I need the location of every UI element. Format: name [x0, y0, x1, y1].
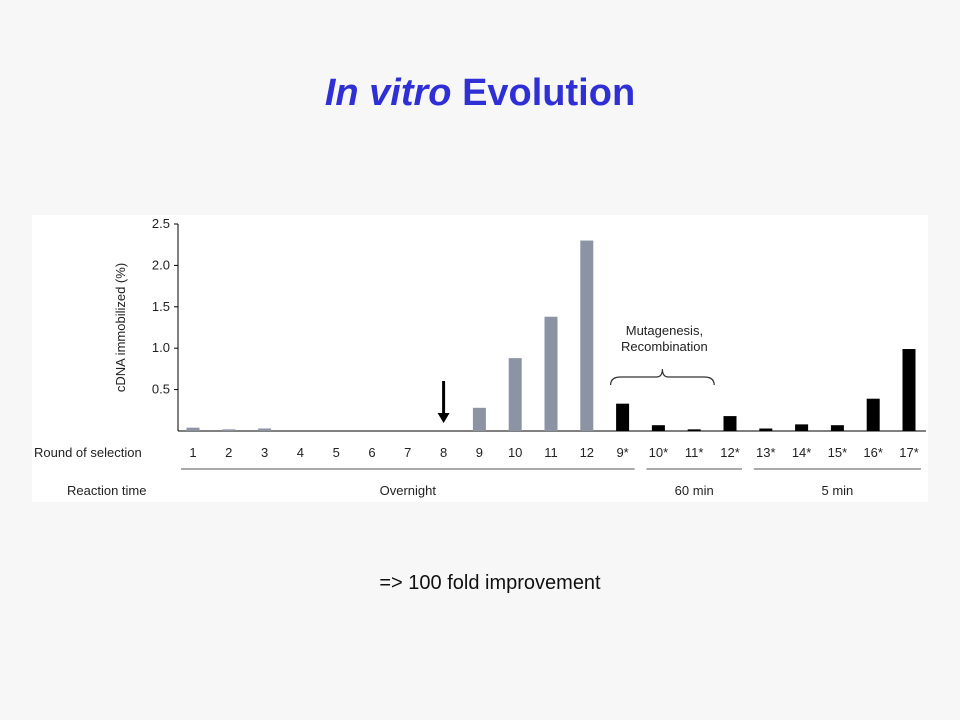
y-tick-label: 1.5: [152, 299, 170, 314]
bar: [258, 428, 272, 431]
arrow-head: [437, 413, 450, 423]
y-tick-label: 0.5: [152, 382, 170, 397]
bar: [616, 403, 630, 431]
row-label-time: Reaction time: [67, 483, 146, 498]
title-rest: Evolution: [462, 72, 636, 114]
category-label: 11*: [685, 445, 704, 460]
bar: [687, 429, 701, 431]
bar: [222, 429, 236, 431]
category-label: 6: [368, 445, 375, 460]
category-label: 2: [225, 445, 232, 460]
category-label: 14*: [792, 445, 812, 460]
category-label: 5: [333, 445, 340, 460]
bar: [508, 358, 522, 431]
category-label: 12*: [720, 445, 740, 460]
category-label: 12: [580, 445, 594, 460]
category-label: 17*: [899, 445, 919, 460]
annotation-line2: Recombination: [621, 339, 708, 354]
bar: [544, 316, 558, 431]
category-label: 7: [404, 445, 411, 460]
y-tick-label: 2.5: [152, 216, 170, 231]
y-tick-label: 2.0: [152, 257, 170, 272]
bar: [186, 427, 200, 431]
slide-title: In vitro Evolution: [0, 72, 960, 115]
category-label: 9: [476, 445, 483, 460]
annotation-line1: Mutagenesis,: [626, 323, 703, 338]
bar: [580, 240, 594, 431]
bar: [902, 349, 916, 431]
annotation-brace: [610, 368, 715, 386]
improvement-note: => 100 fold improvement: [379, 572, 601, 594]
y-axis-label: cDNA immobilized (%): [113, 263, 128, 392]
category-label: 4: [297, 445, 304, 460]
group-label: 5 min: [822, 483, 854, 498]
bar: [759, 428, 773, 431]
y-tick-label: 1.0: [152, 340, 170, 355]
title-italic: In vitro: [324, 72, 452, 114]
category-label: 9*: [616, 445, 628, 460]
category-label: 10*: [649, 445, 669, 460]
group-label: Overnight: [380, 483, 437, 498]
bar: [472, 407, 486, 431]
bar-chart: 0.5 1.0 1.5 2.0 2.5 cDNA immobilized (%) Round…: [34, 216, 926, 498]
category-label: 3: [261, 445, 268, 460]
bar: [795, 424, 809, 431]
bar: [723, 416, 737, 431]
category-label: 13*: [756, 445, 776, 460]
category-label: 10: [508, 445, 522, 460]
group-label: 60 min: [675, 483, 714, 498]
category-label: 8: [440, 445, 447, 460]
category-label: 11: [544, 445, 558, 460]
row-label-round: Round of selection: [34, 445, 142, 460]
category-label: 1: [189, 445, 196, 460]
category-label: 15*: [828, 445, 848, 460]
chart-panel: 0.5 1.0 1.5 2.0 2.5 cDNA immobilized (%) Round…: [32, 215, 928, 502]
category-label: 16*: [863, 445, 883, 460]
bar: [830, 425, 844, 431]
bar: [651, 425, 665, 431]
bar: [866, 398, 880, 431]
